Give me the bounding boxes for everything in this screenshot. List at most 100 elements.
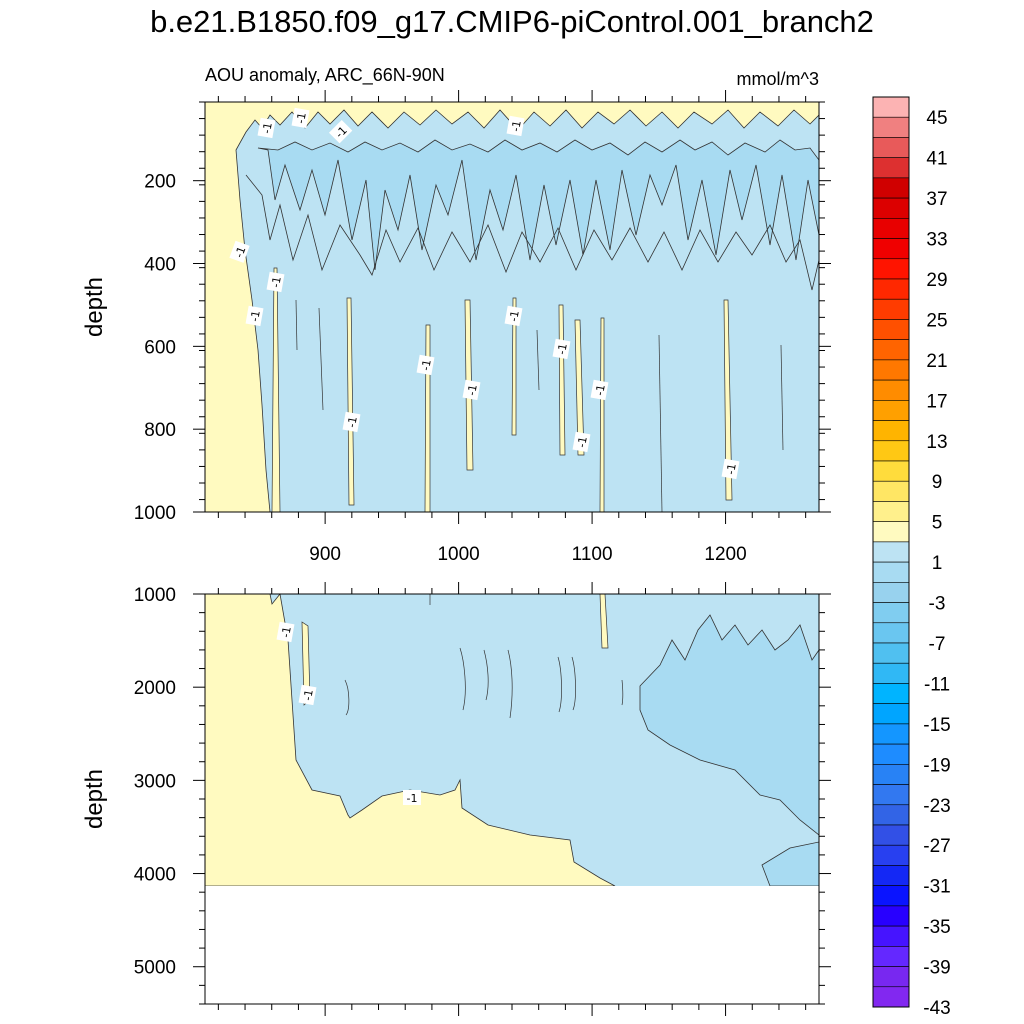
contour-label-bg: [721, 458, 740, 480]
contour-label: -1: [291, 107, 310, 129]
upper-contour-line: [245, 174, 819, 291]
contour-label-text: -1: [465, 384, 480, 397]
y-tick-label: 5000: [134, 958, 176, 979]
colorbar-tick-label: -19: [923, 755, 950, 776]
colorbar-swatch: [872, 925, 910, 947]
contour-label-text: -1: [575, 436, 590, 449]
colorbar-swatch: [872, 905, 910, 927]
colorbar-tick-label: 33: [926, 230, 947, 251]
upper-filament-5: [511, 297, 517, 436]
colorbar-swatch: [872, 96, 910, 118]
contour-label: -1: [506, 115, 525, 137]
colorbar-swatch: [872, 723, 910, 745]
contour-label: -1: [298, 684, 317, 706]
y-tick-label: 3000: [134, 771, 176, 792]
upper-filament-10: [295, 299, 298, 351]
colorbar-swatch: [872, 258, 910, 280]
upper-filament-7: [574, 319, 585, 456]
variable-label: AOU anomaly, ARC_66N-90N: [205, 65, 445, 86]
y-tick-label: 4000: [134, 865, 176, 886]
contour-label: -1: [572, 431, 591, 453]
colorbar-swatch: [872, 622, 910, 644]
colorbar-frame: [872, 96, 910, 1008]
contour-label: -1: [276, 621, 295, 643]
colorbar-tick-label: -15: [923, 715, 950, 736]
colorbar-tick-label: 9: [932, 472, 943, 493]
x-tick-label: 1200: [704, 544, 746, 565]
colorbar-swatch: [872, 238, 910, 260]
contour-label-bg: [416, 354, 435, 376]
colorbar-tick-label: 17: [926, 391, 947, 412]
colorbar-tick-label: 29: [926, 270, 947, 291]
contour-label: -1: [403, 790, 421, 805]
deep-contour-lines: [344, 594, 624, 719]
colorbar-swatch: [872, 844, 910, 866]
deep-ticks: 1000 2000 3000 4000 5000: [134, 582, 831, 1016]
upper-contour-labels: -1 -1 -1 -1 -1 -1 -1 -1 -1 -1 -1 -1 -1 -1 -1: [229, 107, 740, 480]
contour-label: -1: [590, 379, 609, 401]
colorbar-tick-label: 1: [932, 553, 943, 574]
contour-label-text: -1: [419, 359, 434, 372]
upper-filament-3: [424, 324, 431, 512]
colorbar-swatch: [872, 804, 910, 826]
contour-label-bg: [291, 107, 310, 129]
colorbar-tick-label: -23: [923, 796, 950, 817]
upper-filament-8: [599, 317, 605, 512]
y-tick-label: 200: [144, 172, 176, 193]
contour-label-bg: [342, 411, 361, 433]
contour-label: -1: [266, 271, 285, 293]
deep-no-data: [205, 886, 819, 1004]
contour-label-text: -1: [232, 245, 248, 260]
contour-label-bg: [504, 305, 523, 327]
x-tick-label: 900: [309, 544, 341, 565]
colorbar-swatch: [872, 137, 910, 158]
upper-filament-14: [536, 329, 540, 391]
x-tick-label: 1000: [437, 544, 479, 565]
contour-label-bg: [403, 790, 421, 805]
colorbar-swatch: [872, 379, 910, 401]
colorbar-swatch: [872, 177, 910, 199]
contour-label: -1: [342, 411, 361, 433]
contour-label-bg: [245, 305, 264, 327]
colorbar-swatch: [872, 339, 910, 361]
y-tick-label: 2000: [134, 678, 176, 699]
y-tick-label: 800: [144, 420, 176, 441]
contour-label-text: -1: [248, 310, 263, 323]
colorbar-swatch: [872, 319, 910, 340]
y-tick-label: 400: [144, 255, 176, 276]
colorbar-swatch: [872, 703, 910, 725]
y-tick-label: 600: [144, 337, 176, 358]
units-label: mmol/m^3: [737, 69, 819, 89]
deep-ocean-fields: [205, 594, 819, 1004]
colorbar-tick-label: -7: [929, 634, 946, 655]
colorbar-swatch: [872, 582, 910, 603]
upper-filament-12: [780, 344, 784, 451]
colorbar-swatch: [872, 501, 910, 522]
upper-filament-13: [658, 334, 663, 512]
deep-fill-pos-c: [599, 594, 609, 649]
colorbar-tick-label: -43: [923, 998, 950, 1019]
colorbar-swatch: [872, 218, 910, 239]
colorbar-swatch: [872, 278, 910, 300]
contour-label-text: -1: [593, 384, 608, 397]
deep-ocean-panel: 1000 2000 3000 4000 5000 depth -1 -1 -1: [81, 582, 831, 1016]
colorbar-swatch: [872, 966, 910, 988]
upper-ocean-panel: 900 1000 1100 1200 200 400 600 800 1000 depth -1…: [81, 90, 831, 565]
colorbar-swatch: [872, 460, 910, 482]
contour-label: -1: [721, 458, 740, 480]
colorbar-swatch: [872, 642, 910, 664]
colorbar-tick-label: 37: [926, 189, 947, 210]
colorbar-swatch: [872, 359, 910, 381]
contour-label-bg: [229, 240, 250, 263]
colorbar-swatch: [872, 440, 910, 462]
upper-ticks: 900 1000 1100 1200 200 400 600 800 1000: [134, 90, 831, 565]
contour-label: -1: [416, 354, 435, 376]
colorbar-swatch: [872, 683, 910, 704]
colorbar-tick-label: 45: [926, 108, 947, 129]
chart-title: b.e21.B1850.f09_g17.CMIP6-piControl.001_…: [150, 4, 874, 39]
contour-label-text: -1: [345, 416, 360, 429]
contour-label-bg: [266, 271, 285, 293]
colorbar-tick-label: 41: [926, 149, 947, 170]
deep-contour-labels: -1 -1 -1: [276, 621, 421, 805]
contour-label-text: -1: [279, 626, 294, 639]
